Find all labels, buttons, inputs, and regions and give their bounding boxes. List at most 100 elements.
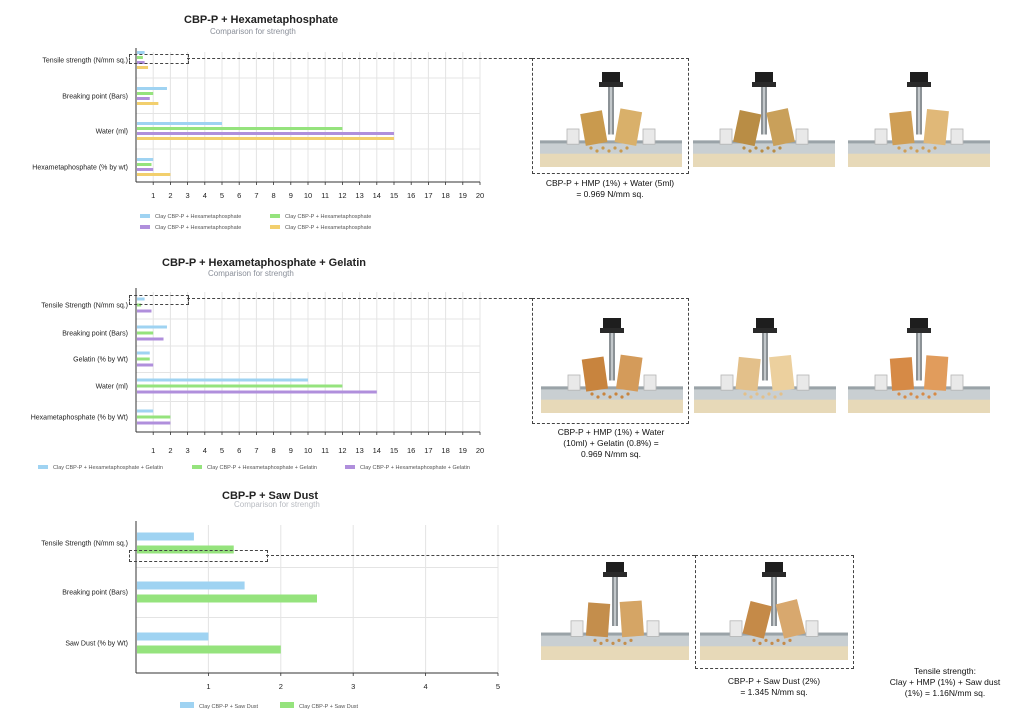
chart3-subtitle: Comparison for strength — [234, 500, 320, 509]
legend-label: Clay CBP-P + Hexametaphosphate — [155, 225, 241, 231]
x-tick-label: 18 — [441, 191, 449, 200]
x-tick-label: 11 — [321, 191, 329, 200]
category-label: Tensile Strength (N/mm sq.) — [41, 303, 128, 310]
x-tick-label: 11 — [321, 446, 329, 455]
x-tick-label: 19 — [459, 446, 467, 455]
test-rig-photo — [540, 72, 682, 167]
legend-swatch — [140, 214, 150, 218]
category-label: Breaking point (Bars) — [62, 94, 128, 101]
connector-line-2 — [187, 298, 532, 299]
legend-swatch — [192, 465, 202, 469]
bar — [137, 378, 308, 382]
category-label: Gelatin (% by Wt) — [73, 357, 128, 364]
legend-swatch — [270, 214, 280, 218]
bar — [137, 297, 145, 301]
x-tick-label: 16 — [407, 446, 415, 455]
x-tick-label: 3 — [351, 682, 355, 691]
bar — [137, 581, 245, 590]
bar — [137, 351, 150, 355]
bar — [137, 137, 394, 140]
category-label: Tensile Strength (N/mm sq.) — [41, 541, 128, 548]
bar — [137, 127, 343, 130]
bar — [137, 173, 171, 176]
legend-label: Clay CBP-P + Saw Dust — [299, 704, 359, 710]
x-tick-label: 3 — [186, 191, 190, 200]
legend-label: Clay CBP-P + Saw Dust — [199, 704, 259, 710]
category-label: Hexametaphosphate (% by wt) — [32, 165, 128, 172]
chart1-subtitle: Comparison for strength — [210, 27, 296, 36]
x-tick-label: 3 — [186, 446, 190, 455]
x-tick-label: 1 — [151, 446, 155, 455]
caption-sawdust: CBP-P + Saw Dust (2%) = 1.345 N/mm sq. — [700, 676, 848, 698]
chart3-title: CBP-P + Saw Dust — [222, 490, 319, 502]
test-rig-photo — [848, 72, 990, 167]
bar — [137, 421, 171, 425]
test-rig-photo — [700, 562, 848, 660]
bar — [137, 92, 154, 95]
x-tick-label: 7 — [254, 446, 258, 455]
chart1-title: CBP-P + Hexametaphosphate — [184, 14, 339, 26]
test-rig-photo — [541, 318, 683, 413]
bar — [137, 409, 154, 413]
category-label: Tensile strength (N/mm sq.) — [42, 58, 128, 65]
chart2-subtitle: Comparison for strength — [208, 269, 294, 278]
legend-label: Clay CBP-P + Hexametaphosphate — [285, 225, 371, 231]
bar — [137, 56, 143, 59]
bar — [137, 132, 394, 135]
bar — [137, 532, 194, 541]
bar — [137, 594, 317, 603]
x-tick-label: 13 — [355, 446, 363, 455]
x-tick-label: 14 — [373, 446, 381, 455]
bar — [137, 97, 150, 100]
x-tick-label: 20 — [476, 446, 484, 455]
x-tick-label: 5 — [220, 191, 224, 200]
bar — [137, 390, 377, 394]
connector-line-1 — [187, 58, 532, 59]
connector-line-3 — [266, 555, 695, 556]
bar — [137, 87, 167, 90]
tensile-note-line2: Clay + HMP (1%) + Saw dust — [889, 677, 1001, 687]
x-tick-label: 9 — [289, 191, 293, 200]
bar — [137, 632, 209, 641]
test-rig-photo — [693, 72, 835, 167]
bar — [137, 331, 154, 335]
x-tick-label: 13 — [355, 191, 363, 200]
caption-sawdust-line1: CBP-P + Saw Dust (2%) — [727, 676, 821, 686]
highlight-box-1 — [129, 54, 189, 64]
bar — [137, 102, 159, 105]
bar — [137, 122, 222, 125]
legend-swatch — [140, 225, 150, 229]
caption-gelatin: CBP-P + HMP (1%) + Water (10ml) + Gelati… — [540, 427, 682, 460]
caption-hmp: CBP-P + HMP (1%) + Water (5ml) = 0.969 N… — [540, 178, 680, 200]
legend-label: Clay CBP-P + Hexametaphosphate + Gelatin — [207, 465, 317, 471]
x-tick-label: 8 — [272, 446, 276, 455]
photo-frame-1 — [532, 58, 689, 174]
x-tick-label: 2 — [168, 446, 172, 455]
bar — [137, 168, 154, 171]
x-tick-label: 2 — [168, 191, 172, 200]
x-tick-label: 20 — [476, 191, 484, 200]
caption-hmp-line2: = 0.969 N/mm sq. — [576, 189, 644, 199]
x-tick-label: 6 — [237, 446, 241, 455]
tensile-note: Tensile strength: Clay + HMP (1%) + Saw … — [872, 666, 1018, 699]
x-tick-label: 1 — [151, 191, 155, 200]
caption-gelatin-line1: CBP-P + HMP (1%) + Water — [557, 427, 665, 437]
caption-sawdust-line2: = 1.345 N/mm sq. — [740, 687, 808, 697]
x-tick-label: 4 — [203, 191, 207, 200]
caption-gelatin-line2: (10ml) + Gelatin (0.8%) = — [563, 438, 659, 448]
x-tick-label: 5 — [220, 446, 224, 455]
x-tick-label: 6 — [237, 191, 241, 200]
x-tick-label: 19 — [459, 191, 467, 200]
x-tick-label: 14 — [373, 191, 381, 200]
bar — [137, 66, 149, 69]
legend-label: Clay CBP-P + Hexametaphosphate + Gelatin — [360, 465, 470, 471]
tensile-note-line1: Tensile strength: — [914, 666, 976, 676]
x-tick-label: 8 — [272, 191, 276, 200]
bar — [137, 61, 145, 64]
legend-swatch — [280, 702, 294, 708]
bar — [137, 309, 152, 313]
x-tick-label: 12 — [338, 191, 346, 200]
x-tick-label: 18 — [441, 446, 449, 455]
